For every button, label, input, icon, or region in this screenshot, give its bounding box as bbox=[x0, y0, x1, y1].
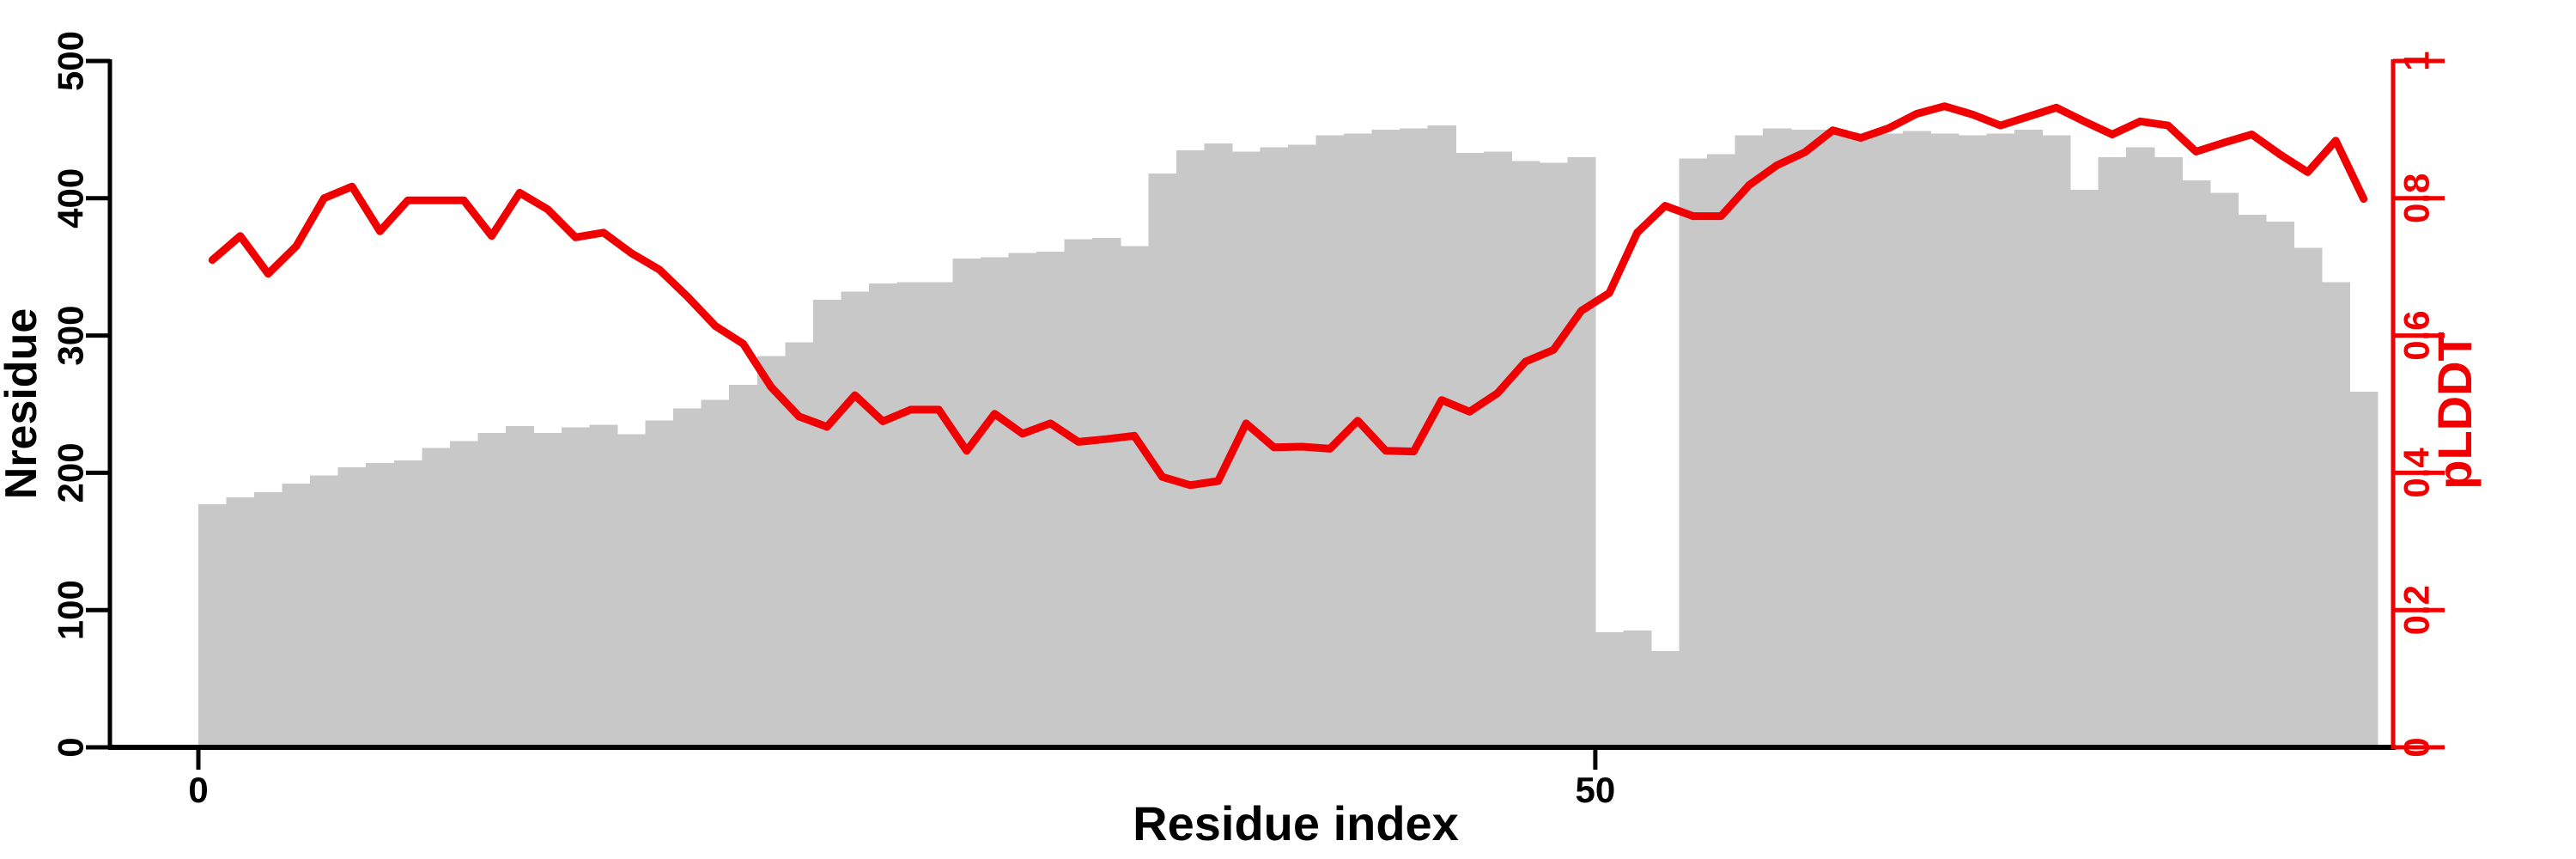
x-tick-label: 0 bbox=[188, 770, 208, 810]
y-left-tick-label: 200 bbox=[51, 442, 91, 503]
bar bbox=[2154, 156, 2183, 748]
bar bbox=[1064, 239, 1093, 747]
y-right-tick-label: 0.8 bbox=[2397, 174, 2437, 223]
right-axis-group: 0 0.2 0.4 0.6 0.8 1 bbox=[2391, 51, 2445, 758]
bar bbox=[1567, 156, 1596, 748]
bar bbox=[2070, 190, 2099, 747]
bar bbox=[310, 475, 339, 747]
bar bbox=[1483, 151, 1512, 748]
y-left-tick-label: 400 bbox=[51, 168, 91, 228]
x-ticks: 0 50 bbox=[188, 747, 1615, 810]
bar bbox=[505, 426, 535, 747]
bar bbox=[2321, 282, 2351, 747]
bar bbox=[673, 408, 702, 747]
plddt-line-group bbox=[208, 102, 2368, 490]
bar bbox=[952, 259, 981, 747]
bar bbox=[2293, 247, 2323, 748]
bar bbox=[2265, 221, 2294, 748]
bar bbox=[254, 491, 283, 747]
nresidue-bars-group bbox=[198, 125, 2379, 748]
bar bbox=[1819, 129, 1848, 747]
bar bbox=[924, 282, 954, 747]
left-axis-group: 0 100 200 300 400 500 0 50 bbox=[51, 31, 2396, 810]
bar bbox=[1902, 131, 1931, 747]
bar bbox=[533, 433, 562, 747]
bar bbox=[981, 257, 1010, 747]
y-left-axis-title: Nresidue bbox=[0, 308, 46, 500]
y-right-axis-title: pLDDT bbox=[2427, 332, 2482, 490]
bar bbox=[2098, 156, 2127, 748]
bar bbox=[2014, 129, 2044, 747]
y-left-ticks: 0 100 200 300 400 500 bbox=[51, 31, 110, 758]
bar bbox=[1176, 149, 1205, 747]
bar bbox=[617, 434, 647, 747]
y-right-tick-label: 0.4 bbox=[2397, 448, 2437, 498]
bar bbox=[2238, 214, 2267, 748]
bar bbox=[2209, 192, 2239, 747]
bar bbox=[1427, 125, 1456, 748]
bar bbox=[1008, 253, 1037, 748]
bar bbox=[1986, 133, 2015, 747]
bar bbox=[1874, 133, 1904, 747]
y-right-tick-label: 0 bbox=[2397, 737, 2437, 757]
bar bbox=[1539, 162, 1568, 747]
bar bbox=[226, 497, 255, 747]
bar bbox=[1455, 153, 1485, 747]
y-left-tick-label: 500 bbox=[51, 31, 91, 91]
y-left-tick-label: 0 bbox=[51, 737, 91, 757]
y-right-tick-label: 1 bbox=[2397, 51, 2437, 70]
bar bbox=[1930, 133, 1959, 747]
bar bbox=[756, 356, 786, 747]
bar bbox=[1120, 246, 1149, 748]
bar bbox=[1511, 161, 1540, 747]
y-left-tick-label: 100 bbox=[51, 580, 91, 640]
bar bbox=[701, 399, 730, 747]
bar bbox=[1846, 135, 1875, 748]
bar bbox=[2349, 392, 2379, 747]
bar bbox=[1204, 143, 1233, 747]
bar bbox=[1958, 135, 1988, 748]
bar bbox=[2182, 180, 2211, 747]
bar bbox=[812, 300, 841, 747]
bar bbox=[1036, 252, 1066, 747]
bar bbox=[1092, 238, 1121, 747]
bar bbox=[1735, 135, 1764, 748]
bar bbox=[1344, 133, 1373, 747]
bar bbox=[896, 282, 926, 747]
bar bbox=[1790, 129, 1820, 747]
y-right-ticks: 0 0.2 0.4 0.6 0.8 1 bbox=[2393, 51, 2445, 758]
bar bbox=[645, 420, 674, 747]
bar bbox=[1707, 154, 1736, 747]
bar bbox=[449, 441, 478, 747]
bar bbox=[1763, 128, 1792, 748]
bar bbox=[198, 504, 228, 747]
bar bbox=[393, 460, 422, 747]
bar bbox=[337, 467, 367, 747]
y-right-tick-label: 0.6 bbox=[2397, 310, 2437, 360]
bar bbox=[366, 463, 395, 747]
bar bbox=[868, 283, 898, 747]
bar bbox=[2042, 135, 2071, 748]
plddt-line bbox=[208, 102, 2368, 490]
bar bbox=[282, 484, 311, 747]
y-right-tick-label: 0.2 bbox=[2397, 585, 2437, 635]
bar bbox=[477, 433, 507, 747]
bar bbox=[589, 424, 618, 747]
bar bbox=[1623, 631, 1652, 747]
bar bbox=[1679, 158, 1708, 747]
bar bbox=[1595, 631, 1625, 747]
y-left-tick-label: 300 bbox=[51, 306, 91, 366]
bar bbox=[2126, 147, 2155, 748]
bar bbox=[841, 291, 870, 748]
bar bbox=[561, 427, 591, 747]
bar bbox=[422, 448, 451, 747]
bar bbox=[729, 385, 758, 747]
bar bbox=[1650, 651, 1680, 747]
x-tick-label: 50 bbox=[1576, 770, 1616, 810]
x-axis-title: Residue index bbox=[1133, 796, 1459, 850]
